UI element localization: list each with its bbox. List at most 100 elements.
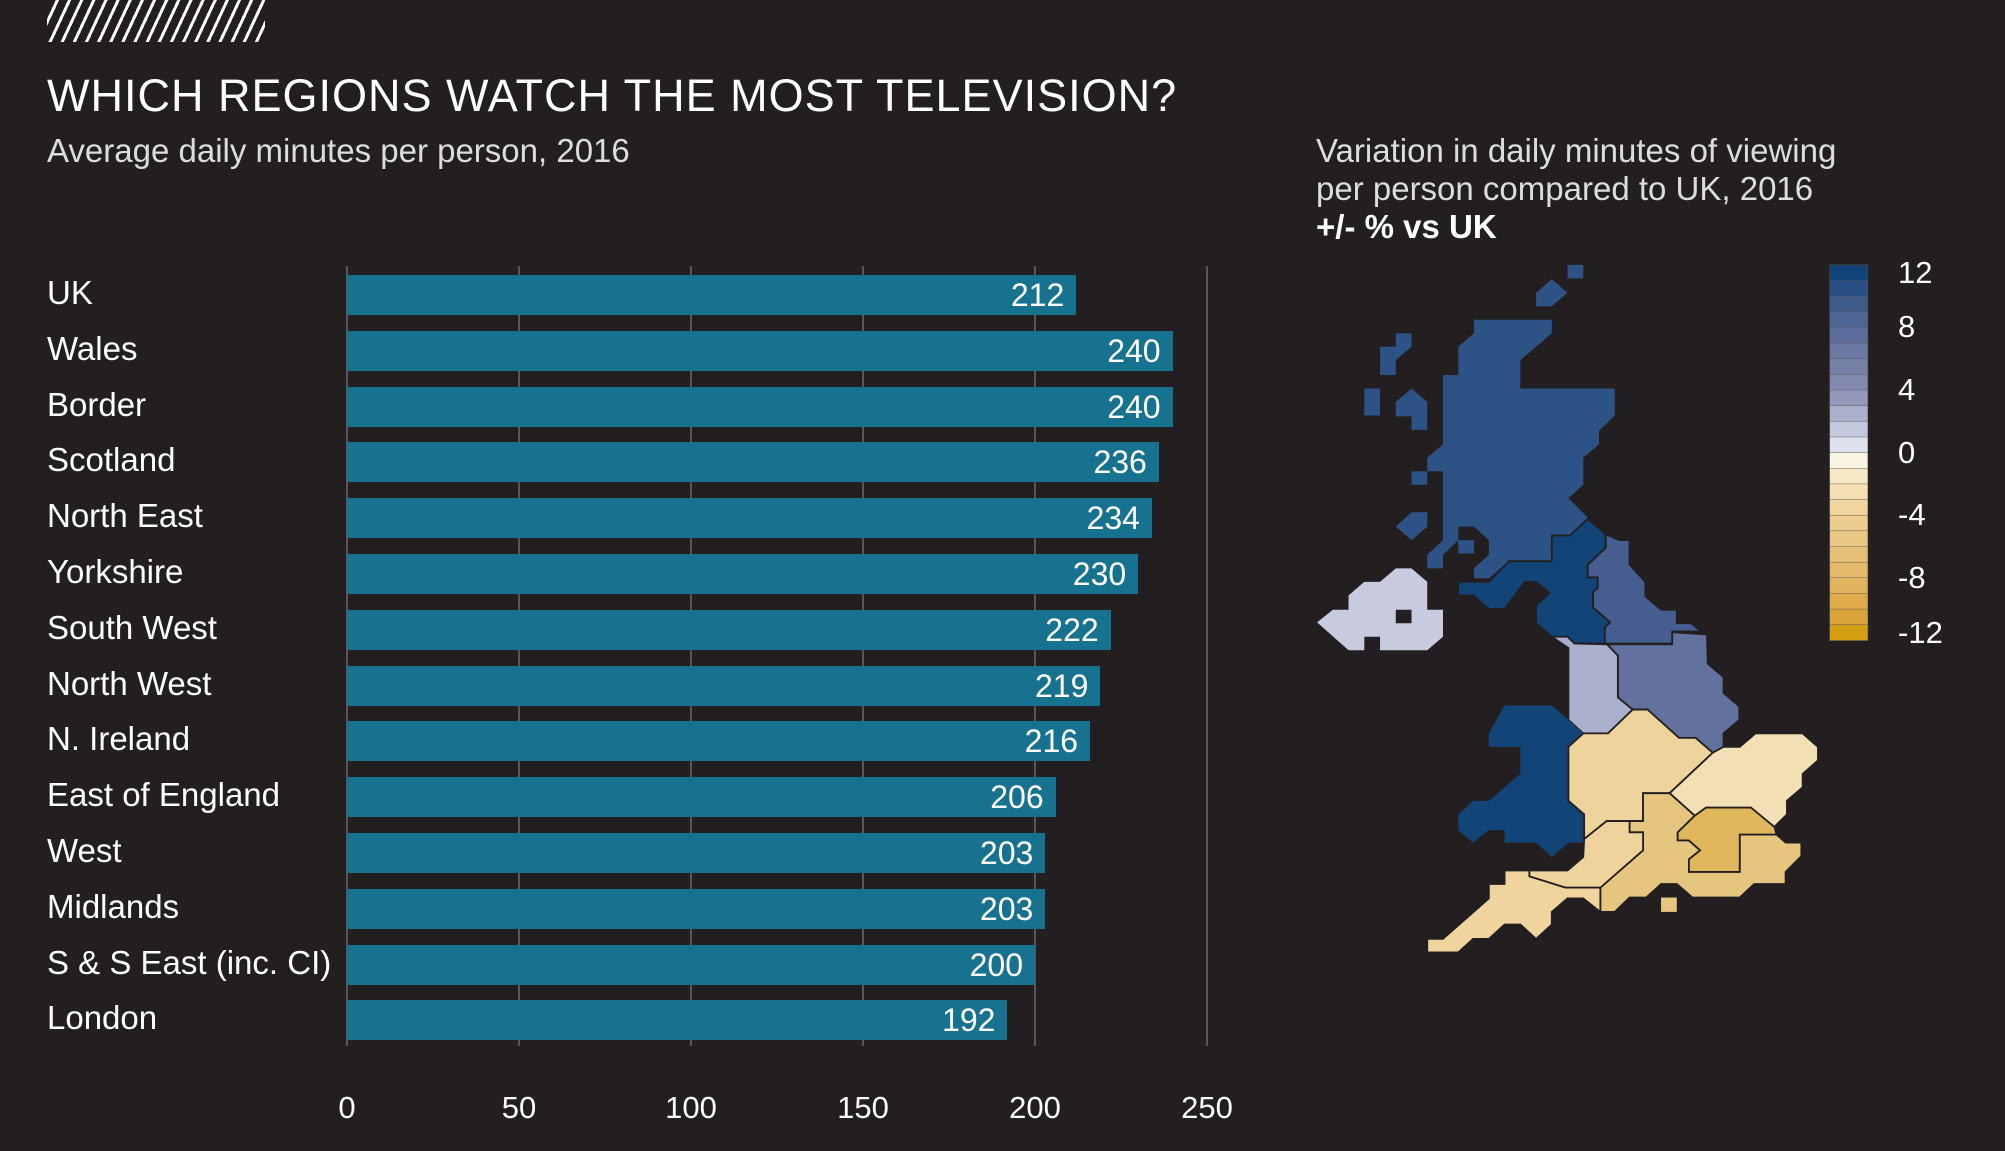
legend-band bbox=[1829, 546, 1869, 563]
bar bbox=[347, 554, 1139, 594]
bar bbox=[347, 275, 1077, 315]
uk-map bbox=[1317, 264, 1869, 954]
bar-value-label: 203 bbox=[979, 890, 1034, 927]
category-label: S & S East (inc. CI) bbox=[47, 943, 332, 981]
map-region-scotland bbox=[1364, 264, 1615, 579]
legend-label: 12 bbox=[1898, 254, 1933, 290]
bar-value-label: 240 bbox=[1107, 388, 1161, 425]
category-label: London bbox=[47, 999, 158, 1037]
legend-band bbox=[1829, 311, 1869, 328]
map-heading: Variation in daily minutes of viewing pe… bbox=[1316, 132, 1836, 246]
map-region-south-west bbox=[1426, 869, 1602, 954]
legend-band bbox=[1829, 608, 1869, 626]
legend-band bbox=[1829, 264, 1869, 281]
map-lake bbox=[1395, 609, 1412, 624]
hatch-decoration bbox=[47, 0, 265, 42]
gridline bbox=[690, 266, 692, 1046]
bar-value-label: 216 bbox=[1024, 723, 1079, 760]
category-label: Scotland bbox=[47, 441, 176, 479]
legend-band bbox=[1829, 593, 1869, 610]
gridline bbox=[862, 266, 864, 1046]
legend-band bbox=[1829, 483, 1869, 500]
chart-subtitle: Average daily minutes per person, 2016 bbox=[47, 132, 630, 169]
legend-band bbox=[1829, 327, 1869, 344]
legend-band bbox=[1829, 452, 1869, 469]
bar bbox=[347, 777, 1056, 818]
legend-band bbox=[1829, 436, 1869, 454]
bar bbox=[347, 442, 1159, 483]
category-label: Border bbox=[47, 385, 147, 423]
color-legend bbox=[1829, 264, 1869, 641]
legend-band bbox=[1829, 514, 1869, 532]
map-region-wales bbox=[1458, 705, 1585, 858]
gridline bbox=[1206, 266, 1208, 1046]
x-tick-label: 150 bbox=[837, 1090, 889, 1125]
legend-label: -8 bbox=[1898, 559, 1926, 595]
legend-band bbox=[1829, 530, 1869, 547]
x-tick-label: 50 bbox=[501, 1090, 537, 1125]
x-tick-label: 250 bbox=[1181, 1090, 1233, 1125]
legend-band bbox=[1829, 280, 1869, 297]
bar-value-label: 192 bbox=[942, 1002, 996, 1039]
legend-label: -12 bbox=[1898, 614, 1943, 650]
legend-band bbox=[1829, 624, 1869, 641]
bar bbox=[347, 721, 1091, 762]
x-tick-label: 0 bbox=[338, 1090, 356, 1125]
bar bbox=[347, 498, 1152, 539]
legend-band bbox=[1829, 295, 1869, 313]
category-label: North West bbox=[47, 664, 212, 702]
legend-band bbox=[1829, 405, 1869, 422]
bar bbox=[347, 944, 1035, 985]
gridline bbox=[346, 266, 348, 1046]
bar-value-label: 219 bbox=[1034, 667, 1089, 704]
category-label: Midlands bbox=[47, 887, 180, 925]
legend-band bbox=[1829, 577, 1869, 594]
map-heading-bold: +/- % vs UK bbox=[1316, 208, 1497, 245]
legend-band bbox=[1829, 374, 1869, 391]
legend-band bbox=[1829, 342, 1869, 360]
category-label: Wales bbox=[47, 329, 138, 367]
bar bbox=[347, 665, 1101, 706]
bar bbox=[347, 888, 1046, 929]
map-region-north-west bbox=[1548, 635, 1635, 735]
bar bbox=[347, 609, 1111, 650]
bar bbox=[347, 386, 1173, 427]
legend-band bbox=[1829, 468, 1869, 485]
map-region-london bbox=[1676, 806, 1778, 873]
map-heading-line2: per person compared to UK, 2016 bbox=[1316, 170, 1814, 207]
category-label: N. Ireland bbox=[47, 720, 191, 758]
category-label: UK bbox=[47, 274, 93, 311]
category-label: East of England bbox=[47, 776, 280, 814]
legend-band bbox=[1829, 389, 1869, 407]
legend-label: 8 bbox=[1898, 309, 1916, 345]
bar-value-label: 200 bbox=[969, 946, 1023, 983]
legend-band bbox=[1829, 421, 1869, 438]
bar bbox=[347, 330, 1173, 371]
legend-band bbox=[1829, 561, 1869, 579]
legend-label: -4 bbox=[1898, 497, 1926, 533]
bar-value-label: 212 bbox=[1010, 277, 1065, 313]
legend-band bbox=[1829, 499, 1869, 516]
map-region-n-ireland bbox=[1317, 568, 1443, 651]
bar-value-label: 236 bbox=[1093, 444, 1147, 481]
legend-label: 4 bbox=[1898, 372, 1916, 407]
category-label: Yorkshire bbox=[47, 553, 184, 590]
x-tick-label: 100 bbox=[665, 1090, 717, 1125]
category-label: North East bbox=[47, 497, 203, 535]
category-label: West bbox=[47, 832, 122, 869]
category-label: South West bbox=[47, 608, 217, 646]
bar-value-label: 222 bbox=[1045, 611, 1099, 648]
bar-value-label: 206 bbox=[990, 779, 1044, 816]
bar-value-label: 240 bbox=[1107, 332, 1161, 369]
bar-value-label: 203 bbox=[979, 835, 1034, 871]
map-region-north-east bbox=[1586, 532, 1704, 645]
map-heading-line1: Variation in daily minutes of viewing bbox=[1316, 132, 1837, 169]
chart-title: WHICH REGIONS WATCH THE MOST TELEVISION? bbox=[47, 70, 1178, 121]
gridline bbox=[1034, 266, 1036, 1046]
bar bbox=[347, 1000, 1008, 1041]
bar-value-label: 230 bbox=[1072, 556, 1127, 592]
legend-label: 0 bbox=[1898, 434, 1916, 470]
bar-value-label: 234 bbox=[1086, 500, 1140, 537]
legend-band bbox=[1829, 358, 1869, 375]
bar bbox=[347, 833, 1046, 873]
